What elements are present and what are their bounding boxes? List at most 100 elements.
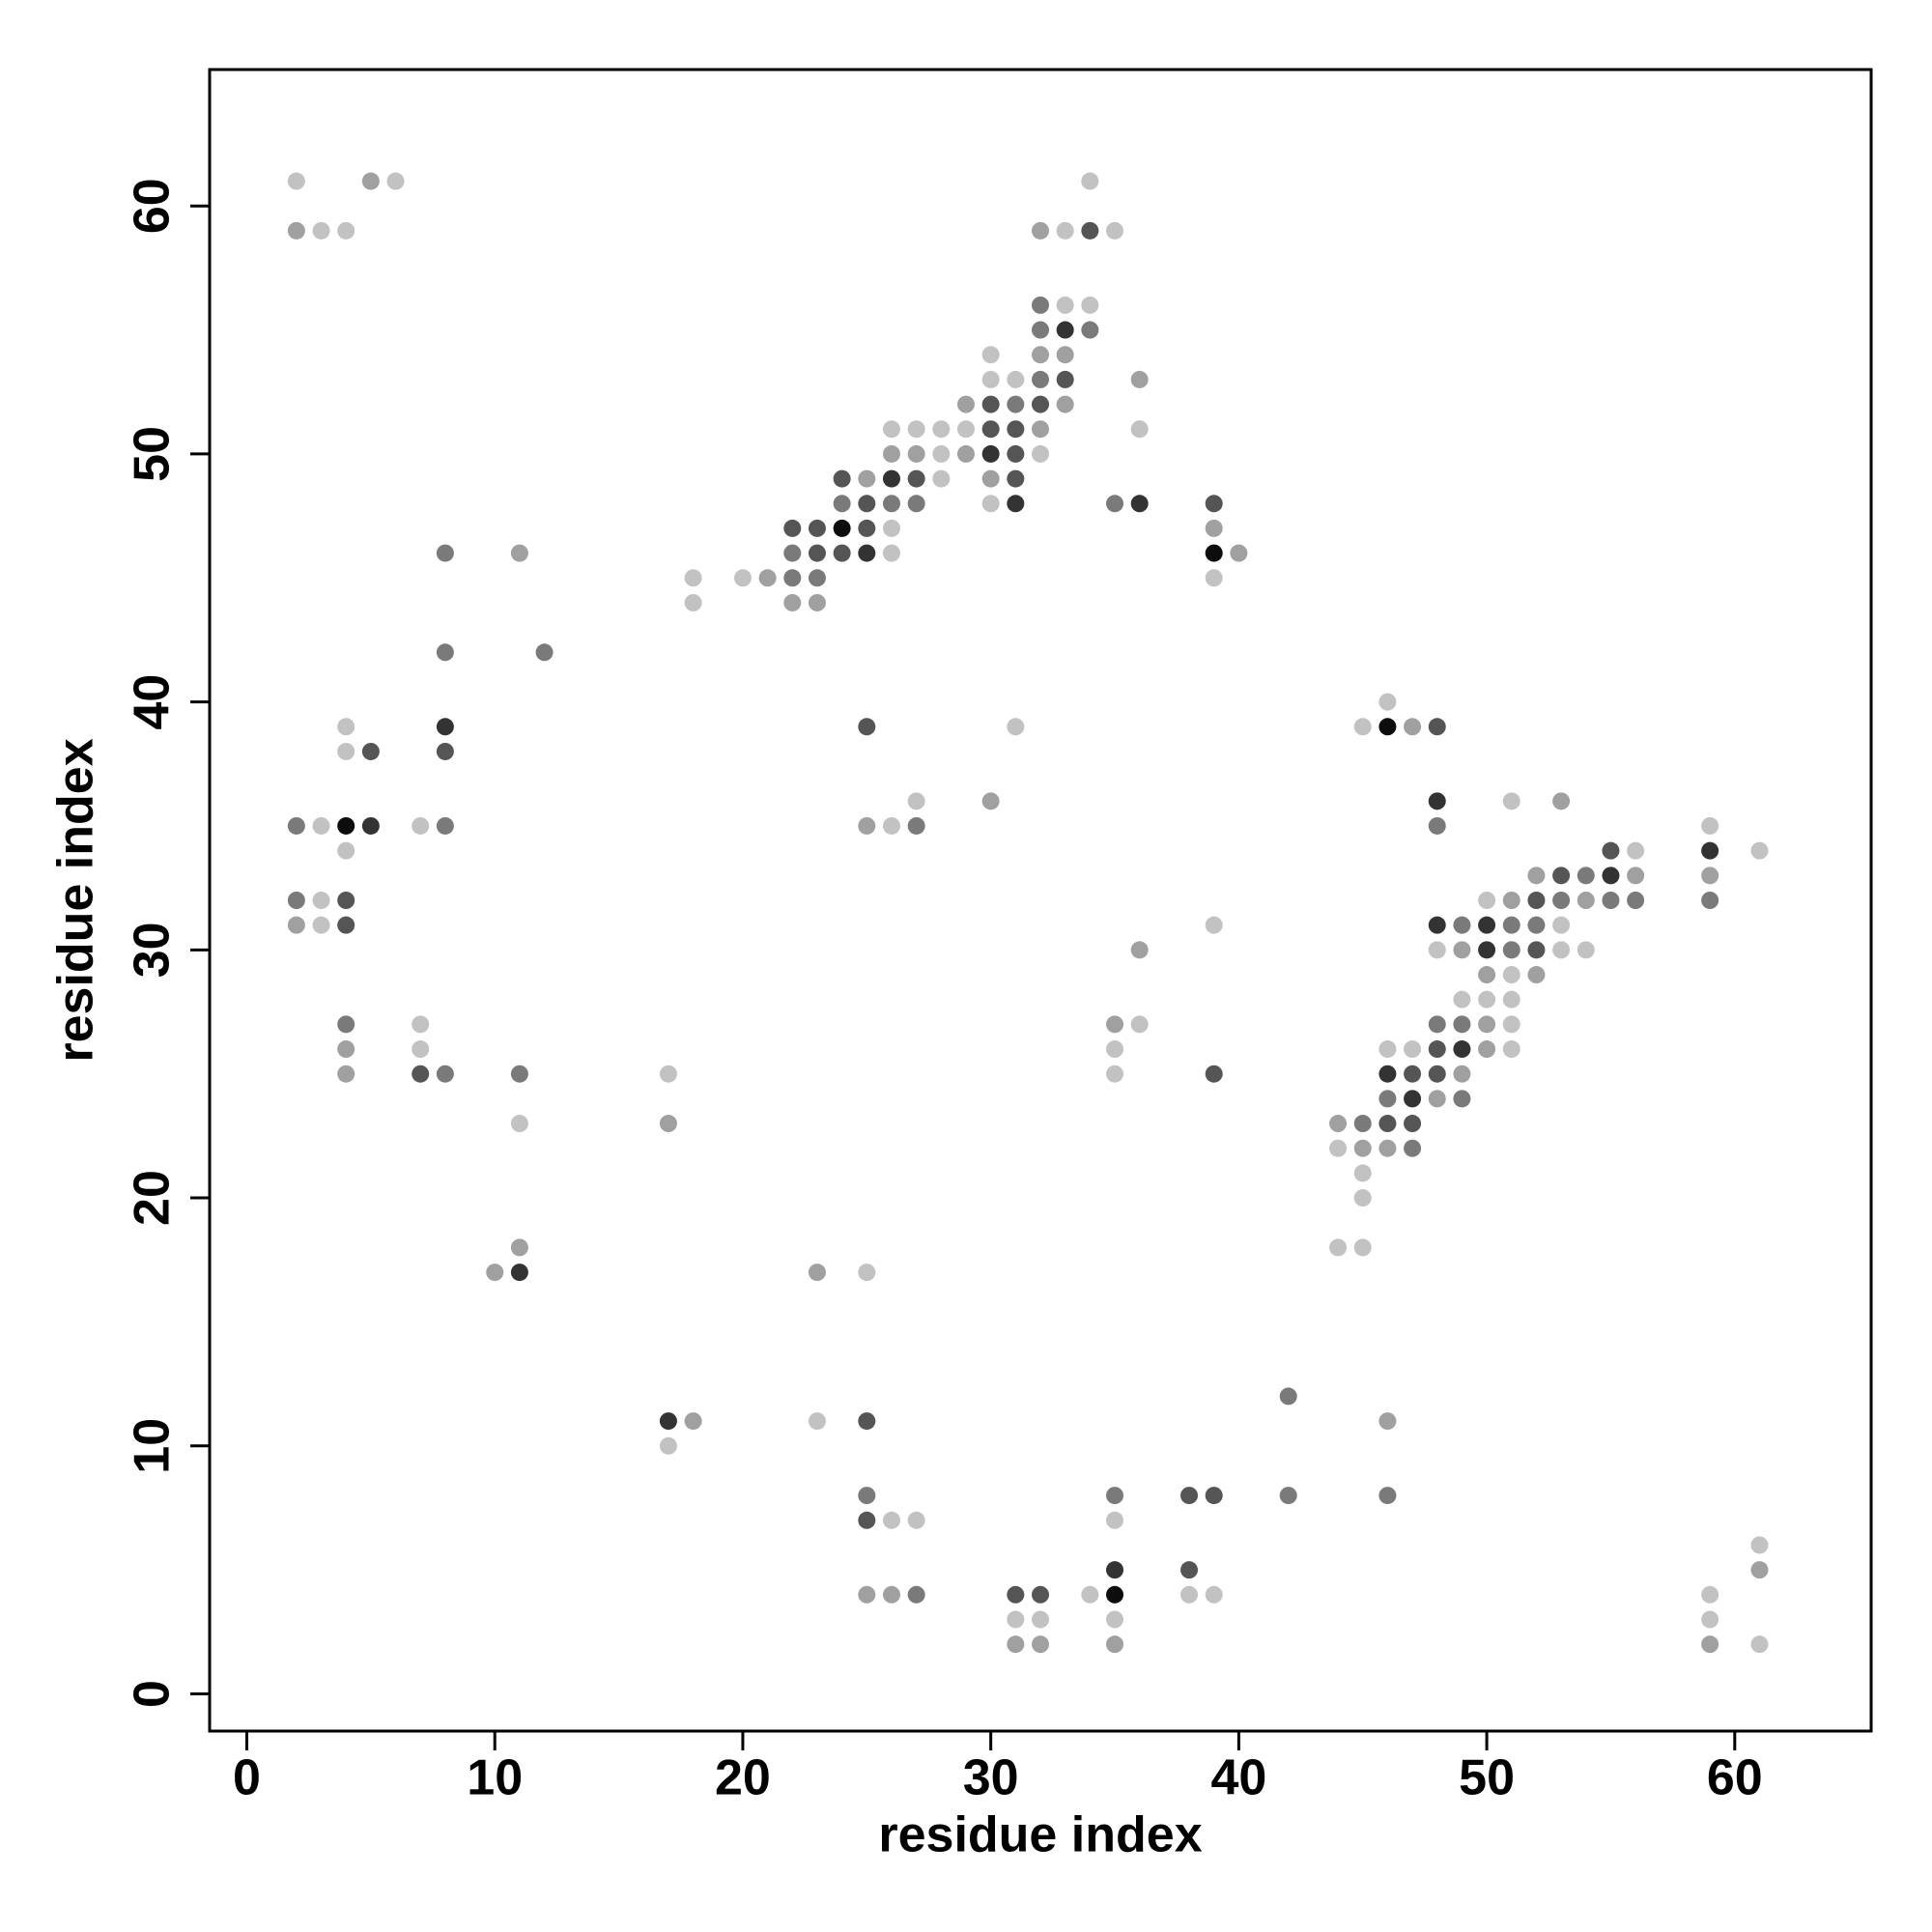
point	[361, 742, 380, 760]
point	[1205, 1065, 1223, 1083]
point	[1353, 1164, 1372, 1182]
point	[1007, 1610, 1025, 1629]
point	[1032, 1585, 1049, 1604]
point	[337, 1065, 355, 1083]
point	[981, 370, 1000, 388]
point	[932, 444, 951, 463]
point	[1329, 1115, 1348, 1133]
point	[1205, 519, 1223, 537]
point	[1627, 867, 1645, 885]
point	[907, 1585, 925, 1604]
point	[287, 172, 305, 190]
point	[1106, 1511, 1124, 1529]
point	[1130, 941, 1149, 959]
point	[1106, 1585, 1124, 1604]
point	[882, 495, 900, 513]
point	[1081, 172, 1099, 190]
point	[1577, 867, 1595, 885]
point	[659, 1436, 677, 1455]
point	[436, 1065, 454, 1083]
point	[1378, 693, 1397, 711]
point	[907, 444, 925, 463]
point	[1502, 892, 1520, 909]
point	[1329, 1238, 1348, 1257]
point	[659, 1412, 677, 1431]
point	[858, 469, 876, 488]
point	[659, 1115, 677, 1133]
point	[1205, 1487, 1223, 1505]
point	[882, 544, 900, 562]
point	[1428, 816, 1446, 835]
point	[1007, 1585, 1025, 1604]
point	[1750, 1635, 1769, 1654]
x-tick-label: 60	[1707, 1750, 1763, 1806]
point	[1502, 941, 1520, 959]
point	[858, 1511, 876, 1529]
point	[1007, 370, 1025, 388]
point	[858, 1412, 876, 1431]
point	[1032, 346, 1049, 364]
point	[932, 420, 951, 439]
point	[1428, 1090, 1446, 1108]
point	[1602, 867, 1620, 885]
point	[1701, 867, 1719, 885]
point	[436, 816, 454, 835]
point	[1701, 1610, 1719, 1629]
point	[510, 1264, 528, 1282]
point	[1502, 990, 1520, 1009]
point	[1353, 1238, 1372, 1257]
point	[337, 841, 355, 860]
point	[981, 792, 1000, 810]
point	[1007, 395, 1025, 413]
point	[1056, 370, 1074, 388]
point	[1527, 916, 1546, 934]
point	[412, 1015, 430, 1034]
point	[287, 916, 305, 934]
point	[1627, 841, 1645, 860]
point	[1502, 1040, 1520, 1059]
point	[1701, 841, 1719, 860]
point	[1750, 841, 1769, 860]
point	[1404, 718, 1422, 736]
point	[1205, 544, 1223, 562]
x-tick-label: 20	[715, 1750, 771, 1806]
y-tick-label: 0	[125, 1680, 181, 1708]
point	[858, 718, 876, 736]
point	[1478, 941, 1496, 959]
point	[337, 718, 355, 736]
point	[1404, 1090, 1422, 1108]
point	[1478, 990, 1496, 1009]
point	[1081, 296, 1099, 314]
point	[981, 495, 1000, 513]
point	[436, 544, 454, 562]
point	[1552, 916, 1571, 934]
point	[1428, 792, 1446, 810]
point	[858, 1487, 876, 1505]
point	[833, 495, 851, 513]
y-tick-label: 30	[125, 922, 181, 978]
point	[1279, 1487, 1297, 1505]
point	[858, 544, 876, 562]
point	[1552, 941, 1571, 959]
point	[287, 892, 305, 909]
point	[1453, 1040, 1471, 1059]
point	[1527, 867, 1546, 885]
point	[1378, 1139, 1397, 1157]
point	[1032, 370, 1049, 388]
point	[312, 916, 330, 934]
point	[1056, 321, 1074, 339]
point	[684, 569, 702, 587]
point	[1205, 916, 1223, 934]
point	[1032, 444, 1049, 463]
y-tick-label: 60	[125, 178, 181, 234]
point	[907, 816, 925, 835]
point	[1081, 321, 1099, 339]
point	[808, 1264, 826, 1282]
point	[1130, 1015, 1149, 1034]
point	[1453, 1090, 1471, 1108]
point	[1577, 941, 1595, 959]
point	[1428, 1065, 1446, 1083]
point	[882, 1511, 900, 1529]
point	[783, 544, 802, 562]
point	[907, 420, 925, 439]
